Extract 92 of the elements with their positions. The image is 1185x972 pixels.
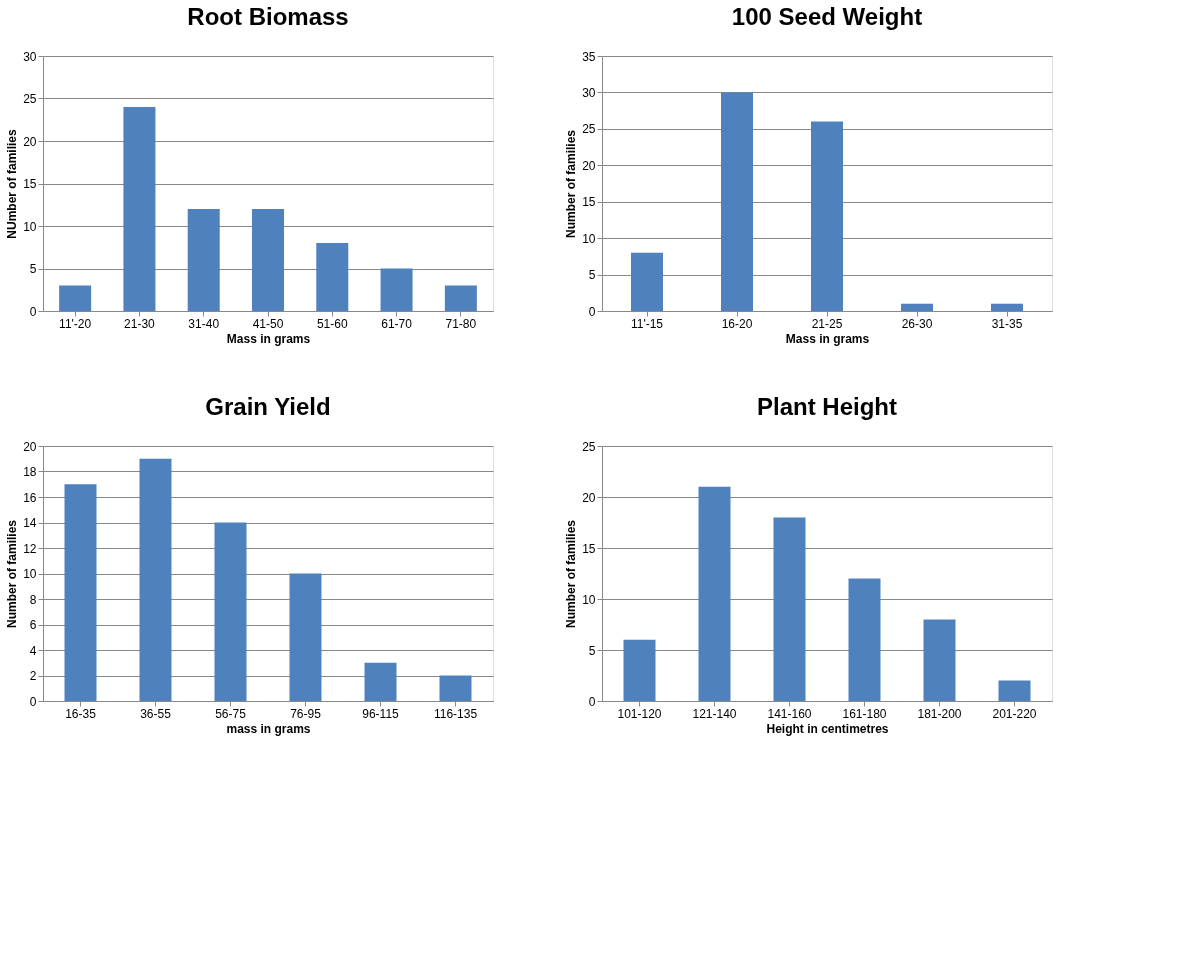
y-axis-title: Number of families bbox=[564, 129, 579, 239]
y-axis-title: Number of families bbox=[5, 519, 20, 629]
bar bbox=[252, 209, 284, 311]
bar bbox=[123, 107, 156, 311]
y-axis-title: NUmber of families bbox=[5, 128, 20, 239]
bar bbox=[380, 268, 413, 311]
y-tick-label: 25 bbox=[582, 122, 596, 137]
y-tick-label: 25 bbox=[582, 439, 596, 454]
x-tick-label: 181-200 bbox=[917, 706, 962, 721]
bar bbox=[64, 484, 97, 701]
y-tick-label: 14 bbox=[23, 516, 37, 530]
chart-title: Root Biomass bbox=[187, 3, 349, 30]
bar bbox=[998, 680, 1031, 701]
x-axis-title: Mass in grams bbox=[785, 331, 870, 346]
bar bbox=[289, 573, 322, 701]
y-tick-label: 30 bbox=[582, 85, 596, 100]
bar bbox=[139, 458, 172, 701]
x-tick-label: 201-220 bbox=[992, 706, 1037, 721]
x-tick-label: 121-140 bbox=[692, 706, 737, 721]
x-tick-label: 161-180 bbox=[842, 706, 887, 721]
y-tick-label: 2 bbox=[29, 669, 37, 683]
bar bbox=[721, 92, 753, 311]
x-tick-label: 31-40 bbox=[188, 316, 220, 331]
x-tick-label: 41-50 bbox=[252, 316, 284, 331]
y-tick-label: 10 bbox=[23, 219, 37, 234]
chart-title: Plant Height bbox=[756, 393, 898, 420]
y-tick-label: 10 bbox=[582, 592, 596, 607]
x-axis-title: Mass in grams bbox=[226, 331, 311, 346]
bar bbox=[187, 209, 220, 311]
bar bbox=[773, 517, 806, 701]
bar bbox=[901, 303, 933, 311]
x-axis-title: mass in grams bbox=[226, 721, 311, 736]
x-tick-label: 51-60 bbox=[316, 316, 348, 331]
y-tick-label: 20 bbox=[582, 158, 596, 173]
y-tick-label: 35 bbox=[582, 49, 596, 64]
y-tick-label: 15 bbox=[23, 177, 37, 191]
y-tick-label: 10 bbox=[582, 231, 596, 246]
chart-title: Grain Yield bbox=[205, 393, 331, 420]
bar bbox=[316, 243, 349, 311]
bar bbox=[923, 619, 956, 701]
y-tick-label: 6 bbox=[29, 618, 37, 632]
bar bbox=[623, 639, 656, 701]
x-tick-label: 96-115 bbox=[362, 706, 400, 721]
y-tick-label: 15 bbox=[582, 541, 596, 556]
x-tick-label: 16-35 bbox=[65, 706, 97, 721]
x-tick-label: 76-95 bbox=[290, 706, 322, 721]
bar bbox=[214, 522, 247, 701]
bar bbox=[631, 252, 663, 311]
x-tick-label: 116-135 bbox=[433, 706, 478, 721]
bar bbox=[698, 486, 731, 701]
chart-title: 100 Seed Weight bbox=[731, 3, 923, 30]
x-tick-label: 16-20 bbox=[721, 316, 753, 331]
y-tick-label: 16 bbox=[23, 490, 37, 505]
bar bbox=[444, 285, 477, 311]
bar bbox=[991, 303, 1023, 311]
y-axis-title: Number of families bbox=[564, 519, 579, 629]
x-tick-label: 56-75 bbox=[215, 706, 247, 721]
y-tick-label: 5 bbox=[588, 268, 596, 283]
x-tick-label: 21-25 bbox=[811, 316, 843, 331]
bar bbox=[439, 675, 472, 701]
y-tick-label: 25 bbox=[23, 92, 37, 106]
y-tick-label: 5 bbox=[588, 643, 596, 658]
x-tick-label: 11'-20 bbox=[59, 316, 92, 331]
y-tick-label: 10 bbox=[23, 567, 37, 581]
x-tick-label: 36-55 bbox=[140, 706, 172, 721]
x-tick-label: 11'-15 bbox=[630, 316, 664, 331]
y-tick-label: 12 bbox=[23, 541, 37, 556]
x-tick-label: 21-30 bbox=[124, 316, 156, 331]
x-tick-label: 101-120 bbox=[617, 706, 662, 721]
x-tick-label: 26-30 bbox=[901, 316, 933, 331]
x-axis-title: Height in centimetres bbox=[766, 721, 889, 736]
y-tick-label: 0 bbox=[29, 304, 37, 319]
y-tick-label: 4 bbox=[29, 643, 37, 658]
bar bbox=[811, 121, 843, 311]
y-tick-label: 20 bbox=[23, 134, 37, 149]
y-tick-label: 0 bbox=[588, 694, 596, 709]
y-tick-label: 15 bbox=[582, 195, 596, 210]
y-tick-label: 0 bbox=[588, 304, 596, 319]
x-tick-label: 141-160 bbox=[767, 706, 812, 721]
y-tick-label: 20 bbox=[23, 439, 37, 454]
y-tick-label: 20 bbox=[582, 490, 596, 505]
x-tick-label: 61-70 bbox=[381, 316, 413, 331]
y-tick-label: 30 bbox=[23, 49, 37, 64]
y-tick-label: 8 bbox=[29, 592, 37, 607]
y-tick-label: 18 bbox=[23, 465, 37, 479]
y-tick-label: 5 bbox=[29, 262, 37, 276]
bar bbox=[59, 285, 92, 311]
x-tick-label: 71-80 bbox=[445, 316, 477, 331]
x-tick-label: 31-35 bbox=[991, 316, 1023, 331]
bar bbox=[848, 578, 881, 701]
y-tick-label: 0 bbox=[29, 694, 37, 709]
bar bbox=[364, 662, 397, 701]
